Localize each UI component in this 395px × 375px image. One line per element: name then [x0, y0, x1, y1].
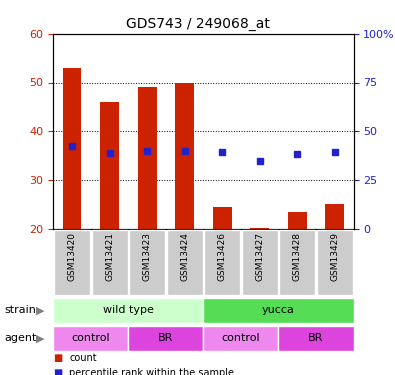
Text: GSM13426: GSM13426 — [218, 232, 227, 281]
Text: strain: strain — [4, 305, 36, 315]
Bar — [279, 230, 315, 295]
Bar — [54, 230, 90, 295]
Text: GSM13428: GSM13428 — [293, 232, 302, 281]
Text: control: control — [222, 333, 260, 344]
Bar — [175, 82, 194, 229]
Text: count: count — [69, 353, 97, 363]
Bar — [128, 326, 203, 351]
Text: GSM13421: GSM13421 — [105, 232, 114, 281]
Bar — [100, 102, 119, 229]
Bar — [204, 230, 240, 295]
Text: GDS743 / 249068_at: GDS743 / 249068_at — [126, 17, 269, 31]
Bar — [317, 230, 353, 295]
Text: GSM13429: GSM13429 — [330, 232, 339, 281]
Text: GSM13423: GSM13423 — [143, 232, 152, 281]
Bar — [242, 230, 278, 295]
Text: BR: BR — [308, 333, 324, 344]
Text: agent: agent — [4, 333, 36, 344]
Text: yucca: yucca — [262, 305, 295, 315]
Text: control: control — [71, 333, 110, 344]
Bar — [213, 207, 231, 229]
Bar — [167, 230, 203, 295]
Bar — [53, 326, 128, 351]
Bar — [63, 68, 81, 229]
Text: wild type: wild type — [103, 305, 154, 315]
Text: ▶: ▶ — [36, 305, 44, 315]
Bar — [129, 230, 165, 295]
Text: GSM13420: GSM13420 — [68, 232, 77, 281]
Bar — [325, 204, 344, 229]
Text: ▶: ▶ — [36, 333, 44, 344]
Bar — [288, 211, 307, 229]
Bar — [250, 228, 269, 229]
Text: percentile rank within the sample: percentile rank within the sample — [69, 368, 234, 375]
Bar — [278, 326, 354, 351]
Bar — [203, 298, 354, 323]
Text: GSM13427: GSM13427 — [255, 232, 264, 281]
Bar — [53, 298, 203, 323]
Text: ■: ■ — [53, 368, 62, 375]
Text: BR: BR — [158, 333, 173, 344]
Bar — [138, 87, 156, 229]
Text: GSM13424: GSM13424 — [180, 232, 189, 281]
Bar — [92, 230, 128, 295]
Bar — [203, 326, 278, 351]
Text: ■: ■ — [53, 353, 62, 363]
